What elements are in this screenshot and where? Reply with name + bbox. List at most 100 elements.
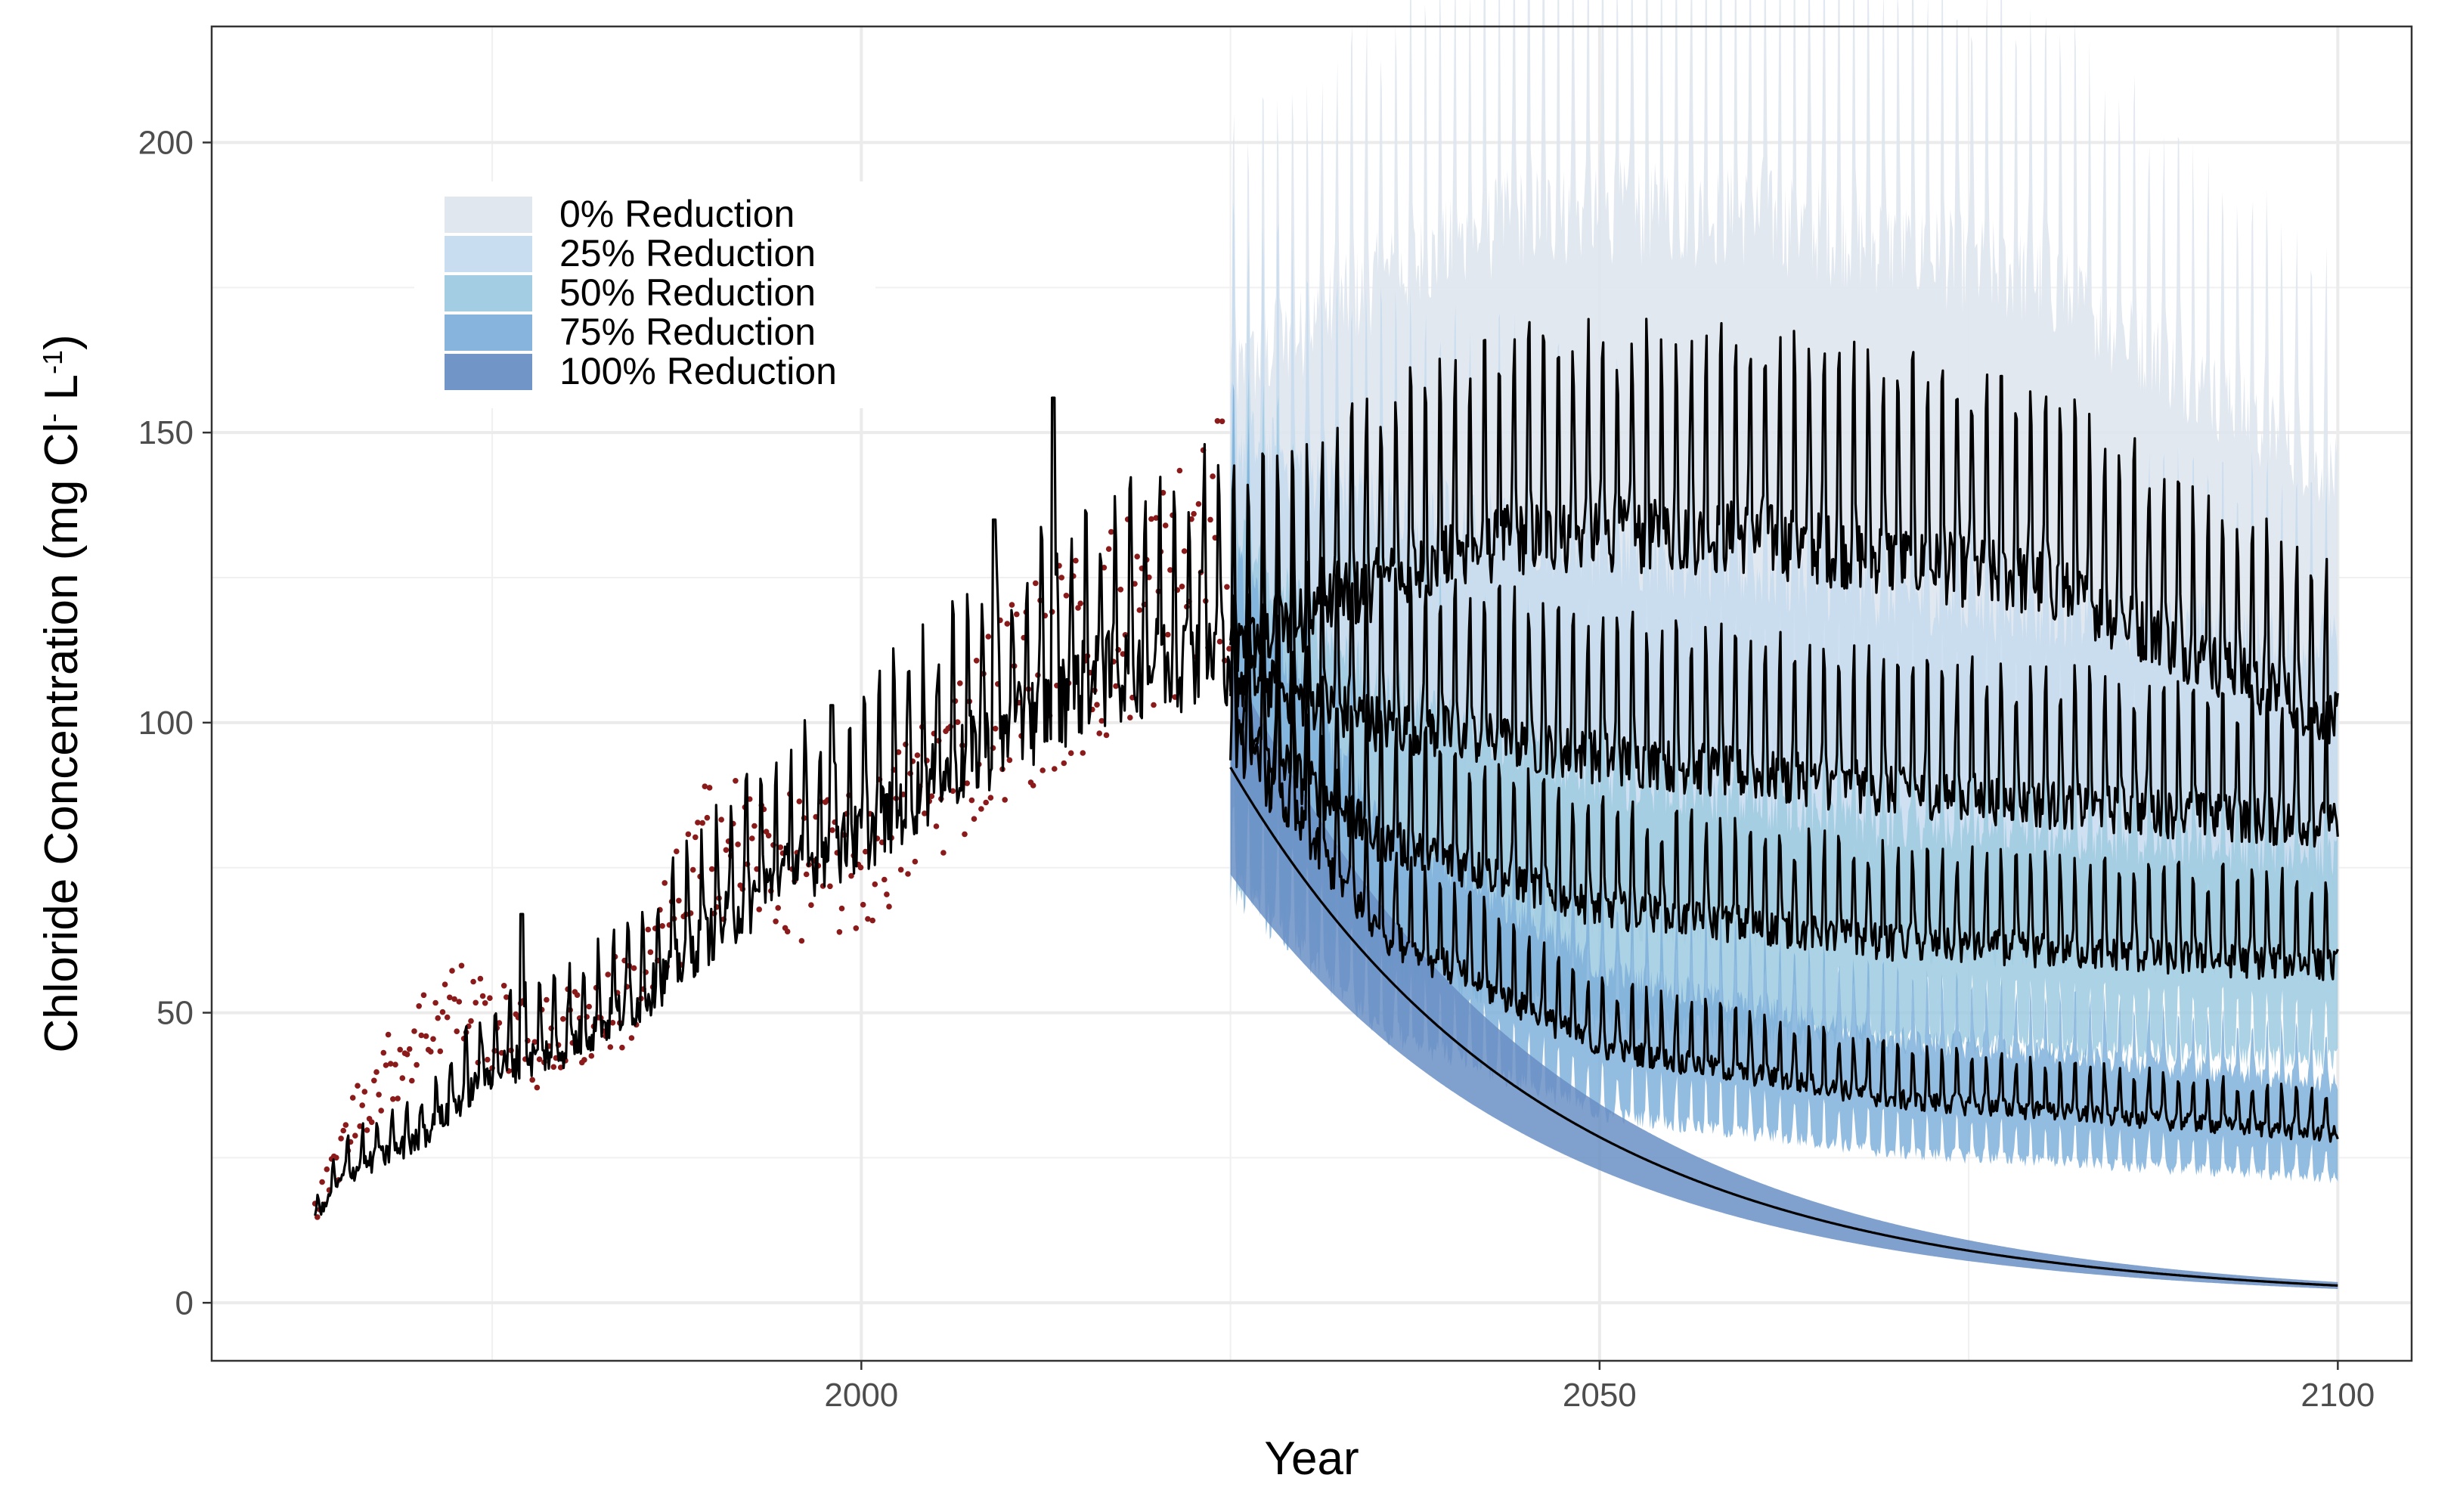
legend-label-3: 75% Reduction [559,311,816,353]
observation-point-9 [333,1154,339,1161]
observation-point-34 [392,1061,398,1067]
observation-point-39 [404,1051,411,1058]
observation-point-53 [437,1048,444,1055]
observation-point-26 [373,1069,380,1075]
observation-point-19 [357,1123,363,1129]
observation-point-11 [338,1136,344,1142]
observation-point-323 [1075,605,1081,611]
observation-point-192 [765,832,772,839]
observation-point-337 [1108,528,1114,535]
observation-point-186 [751,823,758,829]
observation-point-45 [418,1032,425,1039]
observation-point-333 [1098,717,1105,724]
observation-point-222 [836,929,843,935]
observation-point-339 [1113,683,1119,689]
observation-point-154 [676,897,682,904]
model-lines [314,318,2339,1287]
observation-point-59 [451,996,457,1002]
observation-point-44 [416,1003,422,1009]
observation-point-367 [1179,584,1185,590]
observation-point-272 [954,719,961,725]
observation-point-20 [359,1102,366,1108]
observation-point-383 [1216,638,1223,645]
observation-point-71 [479,993,486,999]
observation-point-17 [352,1132,358,1139]
y-axis-title-sup1: - [37,414,68,423]
observation-point-355 [1151,702,1157,708]
center-line-series-3 [1229,594,2339,1143]
observation-point-360 [1162,522,1169,528]
observation-point-248 [897,866,904,873]
observation-point-95 [536,1056,543,1062]
observation-point-13 [342,1122,349,1128]
y-tick-label-2: 100 [138,705,194,742]
observation-point-94 [534,1084,541,1091]
observation-point-308 [1040,767,1046,773]
observation-point-55 [442,981,448,987]
x-tick-label-1: 2050 [1563,1377,1637,1414]
y-axis-title-main: Chloride Concentration (mg Cl [36,423,88,1053]
observation-point-80 [500,983,507,989]
observation-point-218 [827,883,833,890]
observation-point-68 [472,999,479,1006]
y-axis-title-sup2: -1 [37,350,68,374]
observation-point-345 [1127,714,1133,720]
observation-point-324 [1077,600,1083,606]
panel-border [210,25,2413,1362]
observation-point-200 [784,928,791,934]
observation-point-322 [1073,557,1079,564]
observation-point-185 [749,835,755,841]
legend-key-1 [445,236,532,272]
observation-point-382 [1214,418,1221,424]
observation-point-273 [957,680,963,686]
observation-point-126 [609,1020,616,1026]
observation-point-167 [706,785,713,791]
observation-point-25 [371,1077,377,1084]
observation-point-332 [1096,730,1102,736]
observation-point-130 [619,1044,625,1051]
observation-point-166 [704,814,711,821]
y-tick-label-4: 200 [138,124,194,161]
observation-point-111 [574,992,581,998]
observation-point-270 [950,788,956,795]
observation-point-206 [798,937,805,944]
observation-point-58 [449,968,455,974]
observation-point-49 [428,1049,434,1055]
observation-point-236 [869,917,875,924]
observation-point-278 [968,797,975,804]
observation-point-231 [857,864,864,871]
observation-point-233 [863,848,869,855]
observation-point-33 [390,1096,396,1102]
observation-point-286 [987,795,994,801]
observation-point-135 [631,965,637,971]
observation-point-341 [1117,587,1124,593]
x-axis-title: Year [1264,1433,1359,1485]
observation-point-292 [1002,797,1008,803]
observation-point-258 [922,810,928,816]
observation-point-40 [406,1046,413,1052]
observation-point-188 [756,906,762,912]
observation-point-374 [1195,500,1202,507]
observation-point-61 [456,999,463,1005]
observation-point-164 [699,820,705,826]
legend-label-4: 100% Reduction [559,350,837,392]
observation-point-51 [432,999,438,1006]
observation-point-331 [1094,702,1100,708]
observation-point-73 [485,1056,491,1063]
center-line-series-2 [1229,593,2339,981]
y-axis: 0 50 100 150 200 [138,124,212,1321]
observation-point-254 [912,858,919,865]
center-line-series-0 [1229,318,2339,745]
observation-point-234 [865,916,871,922]
observation-point-74 [487,995,493,1001]
observation-point-30 [383,1062,389,1068]
observation-point-50 [430,1036,436,1043]
observation-point-114 [581,1057,587,1063]
observation-point-243 [886,903,892,909]
y-tick-label-1: 50 [156,995,194,1032]
observation-point-52 [435,1015,441,1021]
observation-point-304 [1030,782,1036,789]
observation-point-18 [355,1083,361,1089]
